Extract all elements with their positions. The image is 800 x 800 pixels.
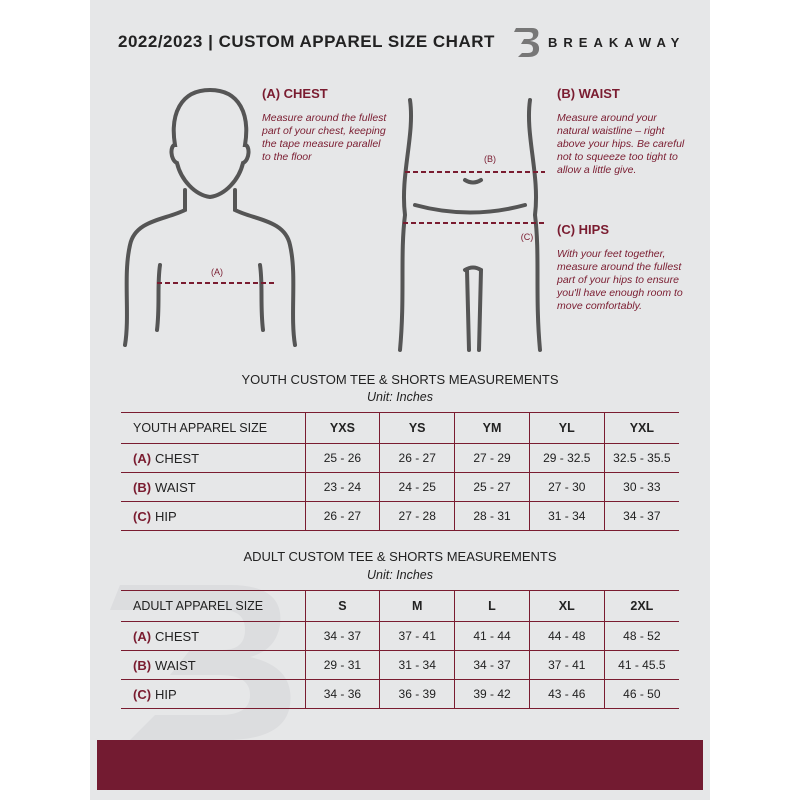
row-label: (B) WAIST — [121, 650, 305, 680]
size-header: ADULT APPAREL SIZE — [121, 590, 305, 622]
size-column-header: M — [379, 590, 455, 622]
row-label: (C) HIP — [121, 679, 305, 709]
row-letter: (C) — [133, 686, 152, 702]
chest-instructions: Measure around the fullest part of your … — [262, 112, 387, 163]
row-letter: (C) — [133, 508, 152, 524]
row-letter: (A) — [133, 450, 152, 466]
row-name: CHEST — [155, 450, 200, 466]
size-column-header: L — [454, 590, 530, 622]
table-cell: 46 - 50 — [603, 679, 679, 709]
hips-heading: (C) HIPS — [557, 222, 609, 237]
adult-size-table: ADULT APPAREL SIZE S M L XL 2XL (A) CHEST 34 - 3… — [121, 590, 679, 709]
brand-logo-icon — [514, 28, 540, 57]
table-cell: 25 - 27 — [454, 472, 530, 502]
row-name: CHEST — [155, 628, 200, 644]
row-name: WAIST — [155, 657, 196, 673]
table-cell: 37 - 41 — [379, 621, 455, 651]
table-cell: 31 - 34 — [379, 650, 455, 680]
table-header-row: YOUTH APPAREL SIZE YXS YS YM YL YXL — [121, 412, 679, 444]
table-cell: 29 - 31 — [304, 650, 380, 680]
chest-marker: (A) — [211, 267, 223, 277]
table-row: (A) CHEST 34 - 37 37 - 41 41 - 44 44 - 48 48 -… — [121, 621, 679, 651]
size-column-header: S — [304, 590, 380, 622]
row-name: WAIST — [155, 479, 196, 495]
table-cell: 48 - 52 — [603, 621, 679, 651]
brand-name: BREAKAWAY — [548, 35, 686, 50]
row-label: (C) HIP — [121, 501, 305, 531]
waist-heading: (B) WAIST — [557, 86, 620, 101]
table-cell: 36 - 39 — [379, 679, 455, 709]
youth-table-title: YOUTH CUSTOM TEE & SHORTS MEASUREMENTS — [241, 372, 559, 387]
table-row: (C) HIP 34 - 36 36 - 39 39 - 42 43 - 46 46 - 5… — [121, 679, 679, 709]
table-cell: 25 - 26 — [304, 443, 380, 473]
page-title: 2022/2023 | CUSTOM APPAREL SIZE CHART — [118, 32, 495, 51]
row-letter: (B) — [133, 479, 152, 495]
table-cell: 23 - 24 — [304, 472, 380, 502]
youth-unit: Unit: Inches — [366, 390, 433, 404]
waist-hips-figure-illustration: (B) (C) — [398, 98, 545, 352]
hips-instructions: With your feet together, measure around … — [557, 248, 683, 312]
table-cell: 26 - 27 — [379, 443, 455, 473]
table-cell: 34 - 37 — [454, 650, 530, 680]
hips-marker: (C) — [521, 232, 534, 242]
table-row: (C) HIP 26 - 27 27 - 28 28 - 31 31 - 34 34 - 3… — [121, 501, 679, 531]
table-cell: 34 - 37 — [304, 621, 380, 651]
size-column-header: YL — [528, 412, 605, 444]
table-row: (B) WAIST 29 - 31 31 - 34 34 - 37 37 - 41 41 -… — [121, 650, 679, 680]
table-row: (A) CHEST 25 - 26 26 - 27 27 - 29 29 - 32.5 32… — [121, 443, 679, 473]
table-cell: 27 - 29 — [454, 443, 530, 473]
size-column-header: YXS — [304, 412, 380, 444]
size-column-header: 2XL — [603, 590, 679, 622]
table-cell: 30 - 33 — [603, 472, 679, 502]
row-name: HIP — [155, 686, 177, 702]
size-column-header: YXL — [603, 412, 679, 444]
size-column-header: YM — [454, 412, 530, 444]
table-cell: 27 - 28 — [379, 501, 455, 531]
row-label: (A) CHEST — [121, 443, 305, 473]
waist-marker: (B) — [484, 154, 496, 164]
adult-unit: Unit: Inches — [366, 568, 433, 582]
size-column-header: YS — [379, 412, 455, 444]
row-label: (B) WAIST — [121, 472, 305, 502]
table-cell: 27 - 30 — [528, 472, 605, 502]
table-cell: 43 - 46 — [528, 679, 605, 709]
chest-figure-illustration: (A) — [123, 87, 297, 347]
table-cell: 26 - 27 — [304, 501, 380, 531]
table-cell: 34 - 37 — [603, 501, 679, 531]
table-cell: 29 - 32.5 — [528, 443, 605, 473]
table-row: (B) WAIST 23 - 24 24 - 25 25 - 27 27 - 30 30 -… — [121, 472, 679, 502]
table-cell: 37 - 41 — [528, 650, 605, 680]
footer-band — [97, 740, 703, 790]
table-cell: 24 - 25 — [379, 472, 455, 502]
table-cell: 44 - 48 — [528, 621, 605, 651]
youth-size-table: YOUTH APPAREL SIZE YXS YS YM YL YXL (A) CHEST 25… — [121, 412, 679, 531]
table-cell: 39 - 42 — [454, 679, 530, 709]
table-cell: 41 - 45.5 — [603, 650, 679, 680]
table-cell: 41 - 44 — [454, 621, 530, 651]
row-letter: (B) — [133, 657, 152, 673]
chest-heading: (A) CHEST — [262, 86, 328, 101]
row-label: (A) CHEST — [121, 621, 305, 651]
table-cell: 32.5 - 35.5 — [603, 443, 679, 473]
adult-table-title: ADULT CUSTOM TEE & SHORTS MEASUREMENTS — [243, 549, 557, 564]
table-cell: 28 - 31 — [454, 501, 530, 531]
table-header-row: ADULT APPAREL SIZE S M L XL 2XL — [121, 590, 679, 622]
size-column-header: XL — [528, 590, 605, 622]
table-cell: 34 - 36 — [304, 679, 380, 709]
size-header: YOUTH APPAREL SIZE — [121, 412, 305, 444]
waist-instructions: Measure around your natural waistline – … — [557, 112, 685, 176]
row-letter: (A) — [133, 628, 152, 644]
table-cell: 31 - 34 — [528, 501, 605, 531]
row-name: HIP — [155, 508, 177, 524]
